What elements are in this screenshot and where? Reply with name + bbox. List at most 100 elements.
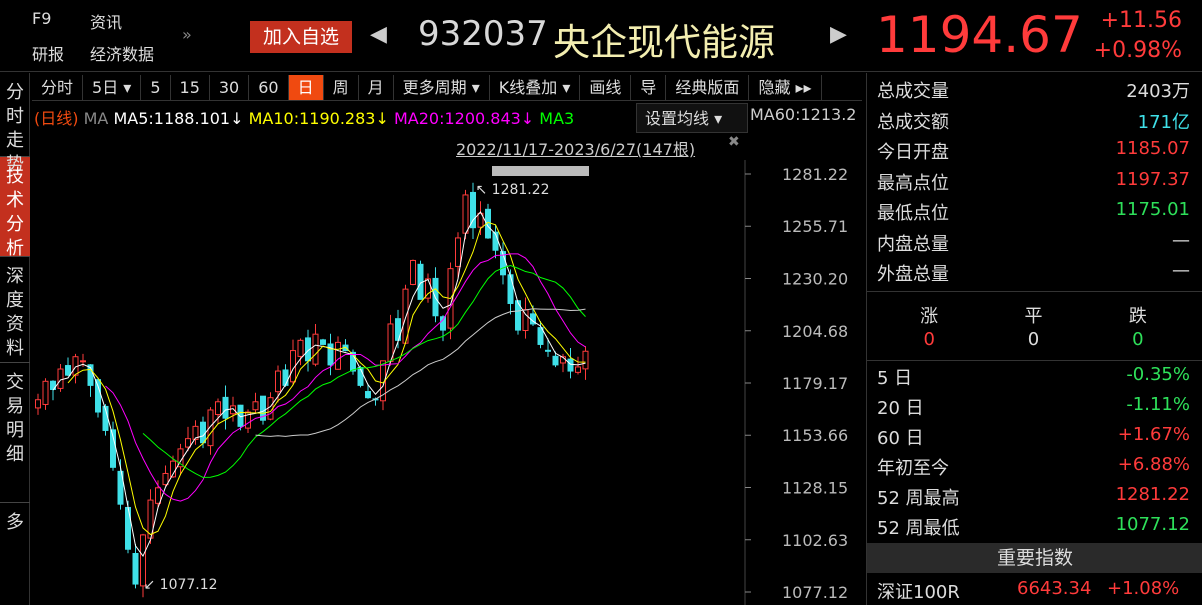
stat-row: 外盘总量 — xyxy=(877,260,1190,286)
index-row[interactable]: 深证100R 6643.34 +1.08% xyxy=(877,578,1190,604)
price-change: +11.56 xyxy=(1100,8,1182,33)
candle-body xyxy=(470,191,476,229)
perf-row: 60 日 +1.67% xyxy=(877,424,1190,450)
candle-body xyxy=(350,351,356,372)
stat-row: 总成交额 171亿 xyxy=(877,108,1190,134)
stat-value: — xyxy=(1172,229,1190,251)
candlestick-chart[interactable]: 1281.22 1255.71 1230.20 1204.68 1179.17 1153.… xyxy=(30,160,866,605)
candle-body xyxy=(140,534,146,587)
ma-legend: (日线) MA MA5:1188.101↓ MA10:1190.283↓ MA2… xyxy=(34,105,856,129)
tab-trades[interactable]: 交易明细 xyxy=(0,363,30,503)
y-tick-label: 1102.63 xyxy=(782,531,848,550)
tab-technical[interactable]: 技术分析 xyxy=(0,157,30,259)
toolbar-item[interactable]: 5日 ▾ xyxy=(83,75,142,100)
toolbar-item[interactable]: 分时 xyxy=(32,75,84,100)
perf-row: 52 周最低 1077.12 xyxy=(877,514,1190,540)
candle-body xyxy=(80,360,86,363)
candle-body xyxy=(132,552,139,585)
scroll-handle[interactable] xyxy=(492,166,589,176)
candle-body xyxy=(537,327,544,345)
perf-label: 年初至今 xyxy=(877,458,949,479)
candle-body xyxy=(462,194,469,234)
next-stock-icon[interactable]: ▶ xyxy=(830,22,847,47)
toolbar-item[interactable]: 隐藏 ▸▸ xyxy=(749,75,822,100)
stat-row: 最高点位 1197.37 xyxy=(877,169,1190,195)
stat-value: 2403万 xyxy=(1126,81,1190,102)
up-count: 0 xyxy=(923,329,935,350)
index-value: 6643.34 xyxy=(1017,578,1092,599)
set-ma-dropdown[interactable]: 设置均线 ▾ xyxy=(636,103,748,133)
stock-name: 央企现代能源 xyxy=(553,21,775,64)
stat-label: 今日开盘 xyxy=(877,142,949,163)
stat-label: 总成交额 xyxy=(877,111,949,133)
stat-value: 1175.01 xyxy=(1115,199,1190,220)
stat-row: 总成交量 2403万 xyxy=(877,77,1190,103)
perf-value: +1.67% xyxy=(1117,424,1190,445)
low-label: ↙ 1077.12 xyxy=(144,577,218,593)
ma60-value: MA60:1213.2 xyxy=(750,105,857,124)
index-pct: +1.08% xyxy=(1107,578,1180,599)
toolbar-item[interactable]: 更多周期 ▾ xyxy=(394,75,490,100)
toolbar-item[interactable]: 导 xyxy=(631,75,667,100)
down-count: 0 xyxy=(1132,329,1144,350)
candle-body xyxy=(245,411,251,429)
prev-stock-icon[interactable]: ◀ xyxy=(370,22,387,47)
candle-body xyxy=(357,366,364,386)
date-range[interactable]: 2022/11/17-2023/6/27(147根) xyxy=(456,140,696,159)
research-button[interactable]: 研报 xyxy=(32,45,65,64)
perf-label: 52 周最低 xyxy=(877,518,960,539)
toolbar-item[interactable]: 5 xyxy=(141,75,171,100)
stat-label: 总成交量 xyxy=(877,81,949,102)
candle-body xyxy=(207,409,214,447)
perf-row: 20 日 -1.11% xyxy=(877,394,1190,420)
candle-body xyxy=(237,404,244,427)
f9-button[interactable]: F9 xyxy=(32,9,52,28)
toolbar-item[interactable]: 经典版面 xyxy=(666,75,750,100)
perf-label: 20 日 xyxy=(877,398,924,419)
y-tick-label: 1255.71 xyxy=(782,217,848,236)
candle-body xyxy=(117,470,124,505)
toolbar-item[interactable]: 15 xyxy=(171,75,210,100)
ma5-value: MA5:1188.101↓ xyxy=(113,109,244,128)
price-change-pct: +0.98% xyxy=(1093,38,1182,63)
toolbar-item[interactable]: 日 xyxy=(288,75,324,100)
candle-body xyxy=(380,360,386,402)
toolbar-item[interactable]: 画线 xyxy=(580,75,632,100)
news-button[interactable]: 资讯 xyxy=(90,13,123,32)
perf-label: 60 日 xyxy=(877,428,924,449)
ma30-line xyxy=(142,264,586,478)
econ-data-button[interactable]: 经济数据 xyxy=(90,45,155,64)
toolbar-item[interactable]: 60 xyxy=(249,75,289,100)
candle-body xyxy=(185,438,191,448)
toolbar-item[interactable]: K线叠加 ▾ xyxy=(490,75,581,100)
stat-label: 外盘总量 xyxy=(877,264,949,285)
high-label: ↖ 1281.22 xyxy=(476,182,550,198)
candle-body xyxy=(515,300,521,331)
candle-body xyxy=(95,379,101,413)
toolbar-item[interactable]: 周 xyxy=(324,75,359,100)
y-tick-label: 1204.68 xyxy=(782,322,848,341)
candle-body xyxy=(222,396,229,419)
toolbar-item[interactable]: 30 xyxy=(210,75,250,100)
pin-icon[interactable]: ✖ xyxy=(728,134,740,150)
up-label: 涨 xyxy=(920,306,939,327)
stat-row: 今日开盘 1185.07 xyxy=(877,138,1190,164)
stat-label: 最高点位 xyxy=(877,172,949,194)
perf-value: 1077.12 xyxy=(1115,514,1190,535)
candle-body xyxy=(230,405,236,415)
flat-count: 0 xyxy=(1027,329,1040,350)
key-index-header: 重要指数 xyxy=(867,543,1202,573)
tab-depth[interactable]: 深度资料 xyxy=(0,257,30,363)
candle-body xyxy=(312,333,319,365)
add-watchlist-button[interactable]: 加入自选 xyxy=(250,21,352,53)
y-tick-label: 1179.17 xyxy=(782,374,848,393)
candle-body xyxy=(260,395,266,421)
tab-timeshare[interactable]: 分时走势 xyxy=(0,73,30,175)
toolbar-item[interactable]: 月 xyxy=(359,75,394,100)
index-name: 深证100R xyxy=(877,582,960,603)
candle-body xyxy=(440,316,446,331)
candle-body xyxy=(155,487,161,504)
more-icon[interactable]: » xyxy=(182,25,192,44)
tab-more[interactable]: 多 xyxy=(6,512,24,533)
candle-body xyxy=(192,425,199,440)
